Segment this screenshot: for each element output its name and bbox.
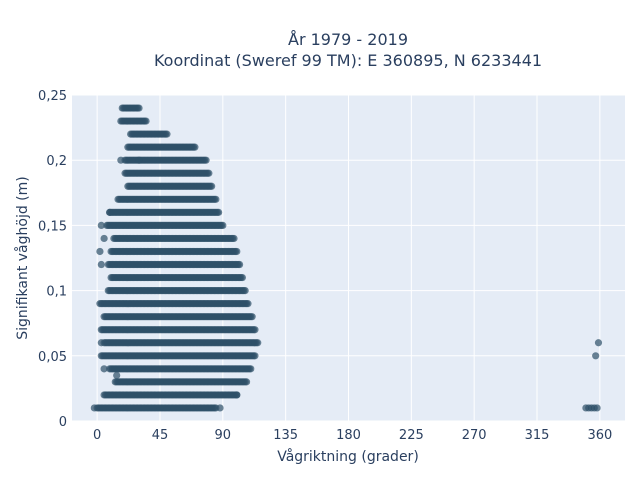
x-tick-label: 315 <box>525 428 550 443</box>
data-points <box>90 104 603 412</box>
data-point <box>208 182 216 190</box>
data-point <box>97 339 105 347</box>
data-point <box>106 208 114 216</box>
data-point <box>593 404 601 412</box>
x-tick-label: 45 <box>152 428 169 443</box>
data-point <box>90 404 98 412</box>
data-point <box>96 247 104 256</box>
data-point <box>215 208 223 216</box>
data-point <box>205 169 213 177</box>
data-point <box>242 378 251 386</box>
data-point <box>251 352 259 360</box>
data-point <box>142 117 150 125</box>
data-point <box>235 260 244 269</box>
data-point <box>100 234 108 243</box>
x-tick-label: 225 <box>399 428 424 443</box>
y-tick-label: 0,15 <box>38 219 67 234</box>
data-point <box>212 195 220 203</box>
data-point <box>100 365 108 373</box>
x-tick-label: 360 <box>587 428 612 443</box>
data-point <box>592 352 600 360</box>
y-tick-label: 0,1 <box>46 285 67 300</box>
y-tick-label: 0,05 <box>38 350 67 365</box>
x-tick-label: 90 <box>215 428 232 443</box>
x-tick-label: 135 <box>273 428 298 443</box>
data-point <box>163 130 171 138</box>
data-point <box>233 247 241 256</box>
y-tick-label: 0 <box>59 415 67 430</box>
x-tick-label: 270 <box>462 428 487 443</box>
y-tick-label: 0,2 <box>46 154 67 169</box>
y-axis-ticks: 0 0,05 0,1 0,15 0,2 0,25 <box>38 89 67 430</box>
data-point <box>216 404 224 412</box>
data-point <box>238 273 246 282</box>
data-point <box>594 339 603 347</box>
data-point <box>96 300 104 308</box>
data-point <box>113 371 121 379</box>
data-point <box>248 313 256 321</box>
data-point <box>135 156 143 164</box>
grid-lines <box>72 94 625 422</box>
data-point <box>230 234 238 243</box>
data-point <box>251 326 259 334</box>
data-point <box>241 287 249 295</box>
data-point <box>219 221 227 229</box>
data-point <box>117 156 125 164</box>
x-tick-label: 180 <box>336 428 361 443</box>
data-point <box>233 391 241 399</box>
data-point <box>191 143 199 151</box>
data-point <box>97 221 105 229</box>
y-axis-label: Signifikant våghöjd (m) <box>14 176 31 339</box>
data-point <box>247 365 255 373</box>
x-axis-ticks: 0 45 90 135 180 225 270 315 360 <box>93 428 612 443</box>
chart-title-line1: År 1979 - 2019 <box>288 30 408 49</box>
x-axis-label: Vågriktning (grader) <box>277 448 419 465</box>
x-tick-label: 0 <box>93 428 101 443</box>
data-point <box>244 300 252 308</box>
chart-title-line2: Koordinat (Sweref 99 TM): E 360895, N 62… <box>154 51 542 70</box>
data-point <box>97 260 105 269</box>
data-point <box>202 156 210 164</box>
y-tick-label: 0,25 <box>38 89 67 104</box>
data-point <box>254 339 262 347</box>
data-point <box>135 104 143 112</box>
